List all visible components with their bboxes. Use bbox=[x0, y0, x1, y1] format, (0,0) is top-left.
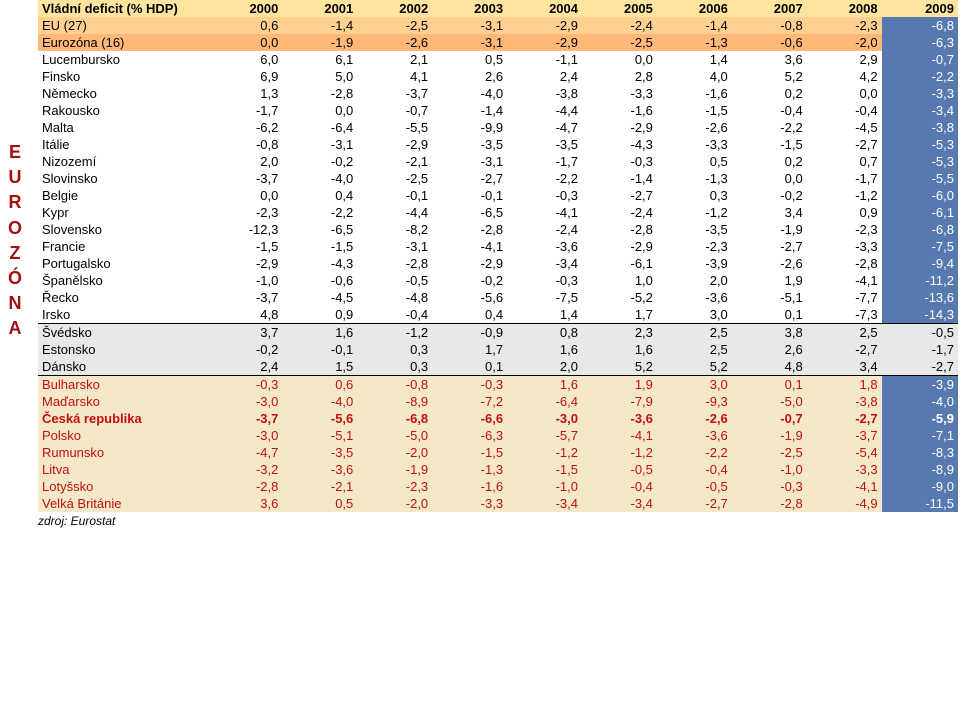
eurozone-sidebar: EUROZÓNA bbox=[8, 140, 22, 342]
table-row: Nizozemí2,0-0,2-2,1-3,1-1,7-0,30,50,20,7… bbox=[38, 153, 958, 170]
table-row: Polsko-3,0-5,1-5,0-6,3-5,7-4,1-3,6-1,9-3… bbox=[38, 427, 958, 444]
table-row: Itálie-0,8-3,1-2,9-3,5-3,5-4,3-3,3-1,5-2… bbox=[38, 136, 958, 153]
table-row: Finsko6,95,04,12,62,42,84,05,24,2-2,2 bbox=[38, 68, 958, 85]
table-row: Irsko4,80,9-0,40,41,41,73,00,1-7,3-14,3 bbox=[38, 306, 958, 324]
table-row: Španělsko-1,0-0,6-0,5-0,2-0,31,02,01,9-4… bbox=[38, 272, 958, 289]
table-row: EU (27)0,6-1,4-2,5-3,1-2,9-2,4-1,4-0,8-2… bbox=[38, 17, 958, 34]
table-row: Rakousko-1,70,0-0,7-1,4-4,4-1,6-1,5-0,4-… bbox=[38, 102, 958, 119]
table-row: Belgie0,00,4-0,1-0,1-0,3-2,70,3-0,2-1,2-… bbox=[38, 187, 958, 204]
table-row: Eurozóna (16)0,0-1,9-2,6-3,1-2,9-2,5-1,3… bbox=[38, 34, 958, 51]
table-row: Lucembursko6,06,12,10,5-1,10,01,43,62,9-… bbox=[38, 51, 958, 68]
table-row: Litva-3,2-3,6-1,9-1,3-1,5-0,5-0,4-1,0-3,… bbox=[38, 461, 958, 478]
table-row: Vládní deficit (% HDP)200020012002200320… bbox=[38, 0, 958, 17]
table-row: Slovinsko-3,7-4,0-2,5-2,7-2,2-1,4-1,30,0… bbox=[38, 170, 958, 187]
table-row: Bulharsko-0,30,6-0,8-0,31,61,93,00,11,8-… bbox=[38, 376, 958, 394]
table-row: Dánsko2,41,50,30,12,05,25,24,83,4-2,7 bbox=[38, 358, 958, 376]
table-row: Francie-1,5-1,5-3,1-4,1-3,6-2,9-2,3-2,7-… bbox=[38, 238, 958, 255]
table-row: Česká republika-3,7-5,6-6,8-6,6-3,0-3,6-… bbox=[38, 410, 958, 427]
table-row: Kypr-2,3-2,2-4,4-6,5-4,1-2,4-1,23,40,9-6… bbox=[38, 204, 958, 221]
table-row: Řecko-3,7-4,5-4,8-5,6-7,5-5,2-3,6-5,1-7,… bbox=[38, 289, 958, 306]
source-note: zdroj: Eurostat bbox=[38, 512, 960, 528]
table-row: Portugalsko-2,9-4,3-2,8-2,9-3,4-6,1-3,9-… bbox=[38, 255, 958, 272]
table-row: Maďarsko-3,0-4,0-8,9-7,2-6,4-7,9-9,3-5,0… bbox=[38, 393, 958, 410]
table-row: Lotyšsko-2,8-2,1-2,3-1,6-1,0-0,4-0,5-0,3… bbox=[38, 478, 958, 495]
table-row: Velká Británie3,60,5-2,0-3,3-3,4-3,4-2,7… bbox=[38, 495, 958, 512]
deficit-table: Vládní deficit (% HDP)200020012002200320… bbox=[38, 0, 958, 512]
table-row: Švédsko3,71,6-1,2-0,90,82,32,53,82,5-0,5 bbox=[38, 324, 958, 342]
table-row: Slovensko-12,3-6,5-8,2-2,8-2,4-2,8-3,5-1… bbox=[38, 221, 958, 238]
table-row: Malta-6,2-6,4-5,5-9,9-4,7-2,9-2,6-2,2-4,… bbox=[38, 119, 958, 136]
table-row: Rumunsko-4,7-3,5-2,0-1,5-1,2-1,2-2,2-2,5… bbox=[38, 444, 958, 461]
table-row: Německo1,3-2,8-3,7-4,0-3,8-3,3-1,60,20,0… bbox=[38, 85, 958, 102]
table-row: Estonsko-0,2-0,10,31,71,61,62,52,6-2,7-1… bbox=[38, 341, 958, 358]
